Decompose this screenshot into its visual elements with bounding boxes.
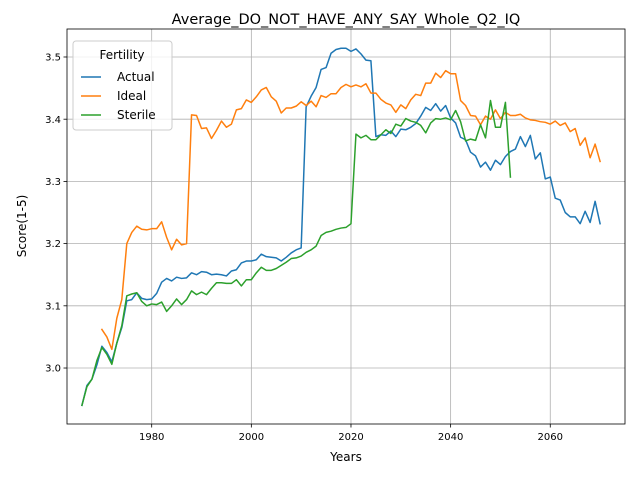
legend-entries: Actual Ideal Sterile bbox=[81, 70, 156, 122]
series-lines bbox=[81, 47, 602, 407]
legend-label-ideal: Ideal bbox=[117, 89, 146, 103]
x-tick-label: 1980 bbox=[139, 432, 164, 443]
series-line-ideal bbox=[100, 69, 602, 351]
y-tick-label: 3.3 bbox=[45, 177, 61, 188]
legend-label-sterile: Sterile bbox=[117, 108, 156, 122]
chart-title: Average_DO_NOT_HAVE_ANY_SAY_Whole_Q2_IQ bbox=[172, 12, 521, 28]
plot-frame bbox=[66, 28, 626, 425]
grid-lines bbox=[67, 29, 625, 424]
x-tick-label: 2040 bbox=[438, 432, 463, 443]
axis-ticks: 1980 2000 2020 2040 2060 3.0 3.1 3.2 3.3 3.4 3.5 bbox=[45, 53, 563, 443]
series-line-actual bbox=[81, 47, 601, 407]
y-tick-label: 3.0 bbox=[45, 364, 61, 375]
y-tick-label: 3.2 bbox=[45, 239, 61, 250]
series-line-sterile bbox=[81, 99, 512, 407]
legend: Fertility Actual Ideal Sterile bbox=[72, 40, 173, 131]
y-tick-label: 3.1 bbox=[45, 301, 61, 312]
y-tick-label: 3.4 bbox=[45, 115, 61, 126]
y-tick-label: 3.5 bbox=[45, 53, 61, 64]
legend-title: Fertility bbox=[99, 48, 144, 62]
x-tick-label: 2060 bbox=[538, 432, 563, 443]
legend-box bbox=[72, 40, 173, 131]
legend-label-actual: Actual bbox=[117, 70, 155, 84]
x-tick-label: 2000 bbox=[239, 432, 264, 443]
x-axis-label: Years bbox=[329, 450, 362, 464]
x-tick-label: 2020 bbox=[338, 432, 363, 443]
y-axis-label: Score(1-5) bbox=[15, 195, 29, 258]
